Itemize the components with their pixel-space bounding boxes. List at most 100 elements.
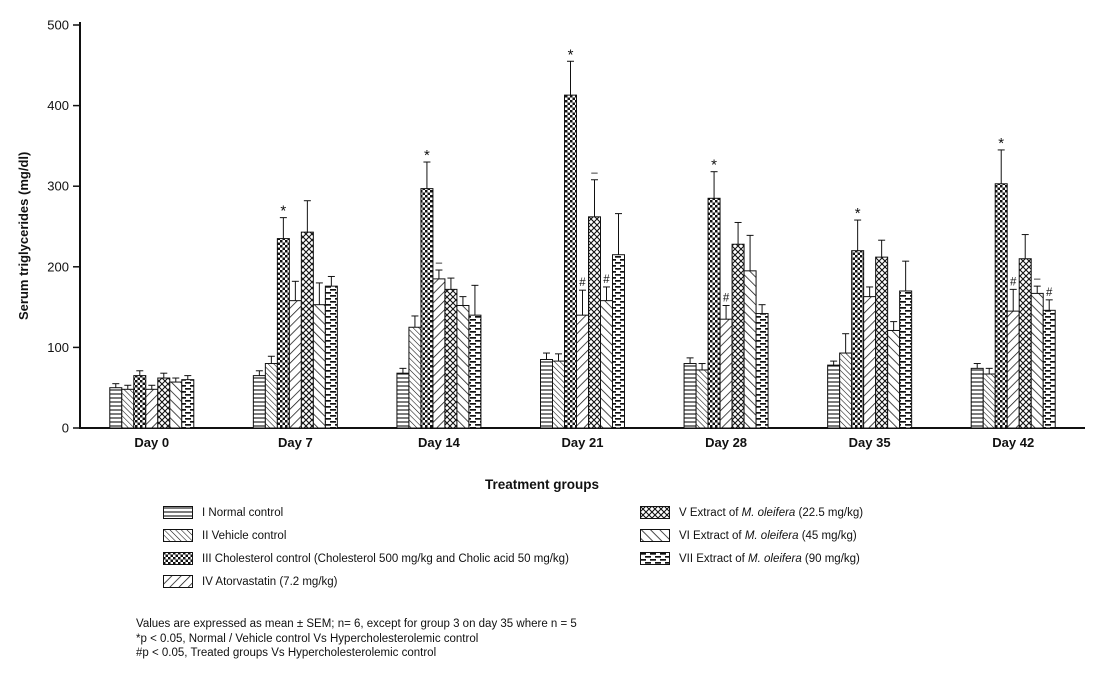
bar — [1042, 309, 1056, 429]
legend-item: VI Extract of M. oleifera (45 mg/kg) — [640, 529, 857, 542]
bar — [145, 388, 159, 429]
bar — [743, 270, 757, 429]
bar — [169, 381, 183, 429]
y-axis-title: Serum triglycerides (mg/dl) — [16, 151, 31, 320]
significance-marker: * — [424, 147, 430, 164]
bar — [157, 377, 171, 429]
bar — [600, 300, 613, 429]
bar — [970, 367, 984, 429]
bar — [1030, 292, 1044, 429]
significance-marker: * — [280, 203, 286, 220]
bar — [899, 290, 913, 429]
legend-label: VII Extract of M. oleifera (90 mg/kg) — [679, 552, 860, 565]
legend-swatch-bdiag_fine — [163, 529, 193, 542]
significance-marker: * — [568, 46, 574, 63]
bar — [707, 197, 721, 429]
significance-marker: – — [436, 257, 443, 269]
bar — [612, 254, 625, 429]
legend-item: VII Extract of M. oleifera (90 mg/kg) — [640, 552, 860, 565]
significance-marker: # — [603, 274, 610, 286]
legend-label: II Vehicle control — [202, 529, 287, 542]
bar — [839, 352, 853, 429]
bar — [695, 369, 709, 429]
legend-swatch-hlines — [163, 506, 193, 519]
significance-marker: # — [579, 277, 586, 289]
bar — [576, 314, 589, 429]
legend-label: I Normal control — [202, 506, 284, 519]
significance-marker: # — [1046, 287, 1053, 299]
legend-swatch-hdash — [640, 552, 670, 565]
legend-item: V Extract of M. oleifera (22.5 mg/kg) — [640, 506, 863, 519]
bar — [994, 183, 1008, 429]
bar — [181, 379, 195, 429]
bar — [827, 364, 841, 429]
bar — [552, 360, 565, 429]
y-tick-label: 100 — [47, 340, 69, 355]
bar — [288, 300, 302, 429]
bar — [564, 94, 577, 429]
bar — [588, 216, 601, 429]
legend-item: II Vehicle control — [163, 529, 286, 542]
bar — [264, 363, 278, 429]
bar — [420, 188, 434, 429]
bar — [121, 388, 135, 429]
bar — [887, 329, 901, 429]
legend-label: IV Atorvastatin (7.2 mg/kg) — [202, 575, 338, 588]
bar — [731, 243, 745, 429]
x-category-label: Day 7 — [278, 435, 313, 450]
bar — [468, 314, 482, 429]
bar — [719, 318, 733, 429]
bar — [444, 288, 458, 429]
legend: I Normal control II Vehicle control III Ch… — [163, 506, 1098, 606]
y-tick-label: 0 — [62, 421, 69, 436]
y-tick-label: 200 — [47, 259, 69, 274]
bar — [109, 387, 123, 429]
significance-marker: * — [855, 205, 861, 222]
x-category-label: Day 14 — [418, 435, 461, 450]
bar — [982, 373, 996, 429]
bar — [324, 285, 338, 429]
footnotes: Values are expressed as mean ± SEM; n= 6… — [136, 617, 577, 661]
bar — [300, 231, 314, 429]
significance-marker: – — [1034, 273, 1041, 285]
y-tick-label: 500 — [47, 18, 69, 33]
legend-item: IV Atorvastatin (7.2 mg/kg) — [163, 575, 338, 588]
bar — [456, 304, 470, 429]
bar — [133, 375, 147, 429]
bar — [252, 375, 266, 429]
legend-item: I Normal control — [163, 506, 283, 519]
significance-marker: * — [998, 135, 1004, 152]
bar — [432, 278, 446, 429]
x-category-label: Day 0 — [134, 435, 169, 450]
bar — [1018, 258, 1032, 429]
legend-swatch-fdiag_wide — [163, 575, 193, 588]
bar — [276, 238, 290, 429]
bar-chart: 0 100 200 300 400 500 Day 0 Day 7 Day 14 Day 21 Da… — [47, 18, 1085, 450]
bar — [851, 250, 865, 429]
significance-marker: – — [591, 167, 598, 179]
significance-marker: # — [1010, 276, 1017, 288]
footnote-star: *p < 0.05, Normal / Vehicle control Vs H… — [136, 632, 479, 645]
significance-marker: * — [711, 157, 717, 174]
x-category-label: Day 21 — [562, 435, 604, 450]
bar — [396, 372, 410, 429]
bar — [683, 363, 697, 429]
legend-swatch-checker — [163, 552, 193, 565]
legend-item: III Cholesterol control (Cholesterol 500… — [163, 552, 569, 565]
x-category-label: Day 42 — [992, 435, 1034, 450]
y-tick-label: 400 — [47, 98, 69, 113]
bar — [863, 296, 877, 429]
footnote-sem: Values are expressed as mean ± SEM; n= 6… — [136, 618, 577, 630]
legend-swatch-bdiag_wide — [640, 529, 670, 542]
x-category-label: Day 28 — [705, 435, 747, 450]
bar — [875, 256, 889, 429]
legend-swatch-diamond — [640, 506, 670, 519]
legend-label: V Extract of M. oleifera (22.5 mg/kg) — [679, 506, 864, 519]
x-category-label: Day 35 — [849, 435, 891, 450]
bar — [540, 358, 553, 429]
y-tick-label: 300 — [47, 179, 69, 194]
bar — [1006, 310, 1020, 429]
bar — [755, 313, 769, 429]
x-axis-title: Treatment groups — [484, 477, 600, 492]
